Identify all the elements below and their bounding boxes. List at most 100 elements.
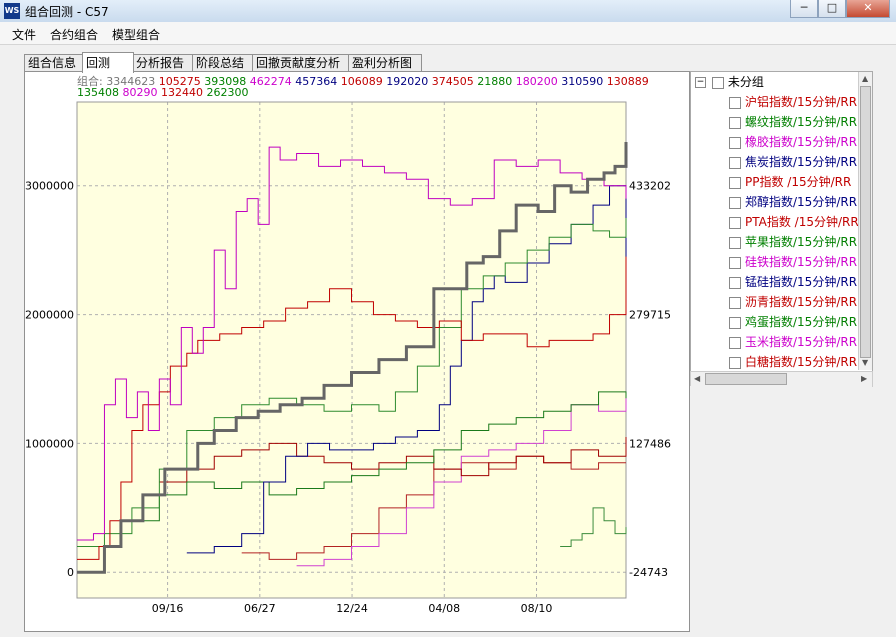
tree-item[interactable]: 硅铁指数/15分钟/RR: [729, 253, 857, 271]
tab-drawdown-contribution[interactable]: 回撤贡献度分析: [252, 54, 350, 72]
app-logo-icon[interactable]: WS: [4, 3, 20, 19]
tree-item[interactable]: 沪铝指数/15分钟/RR: [729, 93, 857, 111]
tab-backtest[interactable]: 回测: [82, 52, 134, 73]
empty-pane: [690, 386, 872, 630]
tab-portfolio-info[interactable]: 组合信息: [24, 54, 86, 72]
series-line: [560, 507, 627, 547]
summary-value: 262300: [206, 86, 249, 99]
instrument-tree: − 未分组 沪铝指数/15分钟/RR 螺纹指数/15分钟/RR 橡胶指数/15分钟/…: [690, 71, 873, 373]
summary-value: 80290: [122, 86, 161, 99]
tree-item[interactable]: 玉米指数/15分钟/RR: [729, 333, 857, 351]
summary-value: 105275: [158, 75, 205, 88]
menu-contract-portfolio[interactable]: 合约组合: [50, 28, 99, 42]
series-line: [186, 185, 627, 554]
checkbox-icon[interactable]: [729, 116, 741, 129]
x-tick-label: 12/24: [336, 602, 368, 615]
tree-item-label: 橡胶指数/15分钟/RR: [745, 135, 858, 149]
y-tick-label: 2000000: [25, 309, 74, 322]
checkbox-icon[interactable]: [729, 216, 741, 229]
tree-item-label: PP指数 /15分钟/RR: [745, 175, 852, 189]
tree-item-label: 玉米指数/15分钟/RR: [745, 335, 858, 349]
summary-value: 393098: [204, 75, 250, 88]
checkbox-icon[interactable]: [729, 356, 741, 369]
menu-model-portfolio[interactable]: 模型组合: [112, 28, 161, 42]
title-bar: WS 组合回测 - C57 ─ □ ✕: [0, 0, 896, 23]
checkbox-icon[interactable]: [729, 316, 741, 329]
tree-item-label: 鸡蛋指数/15分钟/RR: [745, 315, 858, 329]
checkbox-icon[interactable]: [729, 156, 741, 169]
x-tick-label: 04/08: [428, 602, 460, 615]
checkbox-icon[interactable]: [729, 136, 741, 149]
tree-item[interactable]: PP指数 /15分钟/RR: [729, 173, 851, 191]
tree-item[interactable]: PTA指数 /15分钟/RR: [729, 213, 859, 231]
close-button[interactable]: ✕: [846, 0, 890, 18]
tree-item[interactable]: 沥青指数/15分钟/RR: [729, 293, 857, 311]
tree-item-label: 苹果指数/15分钟/RR: [745, 235, 858, 249]
plot-area: [77, 102, 626, 598]
tree-item-label: PTA指数 /15分钟/RR: [745, 215, 859, 229]
y2-tick-label: -24743: [629, 566, 668, 579]
summary-value: 3344623: [106, 75, 159, 88]
tree-item-label: 白糖指数/15分钟/RR: [745, 355, 858, 369]
scroll-right-icon[interactable]: ▶: [861, 374, 868, 383]
series-line: [77, 256, 627, 560]
checkbox-icon[interactable]: [729, 236, 741, 249]
tree-item-label: 沪铝指数/15分钟/RR: [745, 95, 858, 109]
tree-item[interactable]: 锰硅指数/15分钟/RR: [729, 273, 857, 291]
scroll-left-icon[interactable]: ◀: [694, 374, 701, 383]
window-title: 组合回测 - C57: [25, 5, 109, 19]
summary-value: 21880: [477, 75, 516, 88]
x-tick-label: 06/27: [244, 602, 276, 615]
scroll-down-icon[interactable]: ▼: [862, 358, 869, 367]
plot-frame: [76, 101, 627, 599]
tree-item[interactable]: 郑醇指数/15分钟/RR: [729, 193, 857, 211]
checkbox-icon[interactable]: [729, 96, 741, 109]
tree-item[interactable]: 橡胶指数/15分钟/RR: [729, 133, 857, 151]
tree-horizontal-scrollbar[interactable]: ◀ ▶: [690, 371, 873, 387]
summary-value: 132440: [161, 86, 207, 99]
tree-item[interactable]: 苹果指数/15分钟/RR: [729, 233, 857, 251]
y-tick-label: 0: [67, 566, 74, 579]
tab-analysis-report[interactable]: 分析报告: [132, 54, 194, 72]
menu-file[interactable]: 文件: [12, 28, 37, 42]
checkbox-icon[interactable]: [729, 196, 741, 209]
tab-stage-summary[interactable]: 阶段总结: [192, 54, 254, 72]
tree-root[interactable]: − 未分组: [695, 73, 764, 91]
menu-bar: 文件 合约组合 模型组合: [0, 22, 896, 45]
summary-value: 192020: [386, 75, 432, 88]
x-tick-label: 08/10: [521, 602, 553, 615]
maximize-button[interactable]: □: [818, 0, 846, 18]
summary-value: 106089: [340, 75, 387, 88]
scroll-thumb[interactable]: [860, 86, 871, 358]
tree-item[interactable]: 螺纹指数/15分钟/RR: [729, 113, 857, 131]
tree-item[interactable]: 焦炭指数/15分钟/RR: [729, 153, 857, 171]
summary-value: 135408: [77, 86, 123, 99]
collapse-icon[interactable]: −: [695, 77, 706, 88]
summary-label: 组合:: [77, 75, 103, 88]
series-line: [77, 217, 627, 547]
tree-item-label: 沥青指数/15分钟/RR: [745, 295, 858, 309]
series-line: [131, 391, 627, 522]
summary-value: 462274: [249, 75, 296, 88]
checkbox-icon[interactable]: [711, 76, 724, 89]
x-tick-label: 09/16: [152, 602, 184, 615]
checkbox-icon[interactable]: [729, 276, 741, 289]
tree-vertical-scrollbar[interactable]: ▲ ▼: [858, 72, 872, 370]
scroll-up-icon[interactable]: ▲: [862, 74, 869, 83]
checkbox-icon[interactable]: [729, 336, 741, 349]
checkbox-icon[interactable]: [729, 296, 741, 309]
tab-profit-chart[interactable]: 盈利分析图: [348, 54, 422, 72]
y2-tick-label: 127486: [629, 437, 671, 450]
y-tick-label: 3000000: [25, 180, 74, 193]
tree-item-label: 硅铁指数/15分钟/RR: [745, 255, 858, 269]
tree-item-label: 锰硅指数/15分钟/RR: [745, 275, 858, 289]
tree-item[interactable]: 鸡蛋指数/15分钟/RR: [729, 313, 857, 331]
tree-item-label: 螺纹指数/15分钟/RR: [745, 115, 858, 129]
summary-value: 130889: [606, 75, 649, 88]
hscroll-thumb[interactable]: [705, 373, 787, 385]
checkbox-icon[interactable]: [729, 176, 741, 189]
tree-item[interactable]: 白糖指数/15分钟/RR: [729, 353, 857, 371]
minimize-button[interactable]: ─: [790, 0, 818, 18]
checkbox-icon[interactable]: [729, 256, 741, 269]
